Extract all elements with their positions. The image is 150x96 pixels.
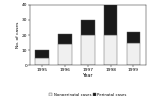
Bar <box>35 58 49 65</box>
Bar <box>81 35 95 65</box>
Bar <box>104 35 117 65</box>
Y-axis label: No. of cases: No. of cases <box>16 22 20 48</box>
Bar <box>104 5 117 35</box>
Bar <box>35 50 49 58</box>
Bar <box>58 44 72 65</box>
X-axis label: Year: Year <box>82 73 93 78</box>
Bar <box>81 20 95 35</box>
Bar <box>127 43 140 65</box>
Bar <box>127 32 140 43</box>
Bar <box>58 34 72 44</box>
Legend: Nonperinatal cases, Perinatal cases: Nonperinatal cases, Perinatal cases <box>49 93 127 96</box>
